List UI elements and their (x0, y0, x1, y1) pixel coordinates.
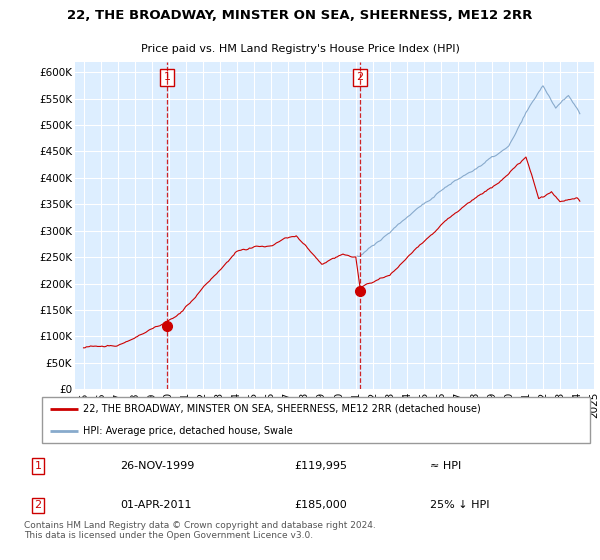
Text: 26-NOV-1999: 26-NOV-1999 (120, 461, 194, 471)
Text: 22, THE BROADWAY, MINSTER ON SEA, SHEERNESS, ME12 2RR: 22, THE BROADWAY, MINSTER ON SEA, SHEERN… (67, 9, 533, 22)
Text: 25% ↓ HPI: 25% ↓ HPI (430, 501, 490, 510)
Text: Contains HM Land Registry data © Crown copyright and database right 2024.
This d: Contains HM Land Registry data © Crown c… (24, 521, 376, 540)
Text: 2: 2 (35, 501, 41, 510)
Text: 1: 1 (35, 461, 41, 471)
Text: 2: 2 (356, 72, 364, 82)
Text: ≈ HPI: ≈ HPI (430, 461, 461, 471)
Text: £185,000: £185,000 (295, 501, 347, 510)
Text: £119,995: £119,995 (295, 461, 348, 471)
Text: 22, THE BROADWAY, MINSTER ON SEA, SHEERNESS, ME12 2RR (detached house): 22, THE BROADWAY, MINSTER ON SEA, SHEERN… (83, 404, 481, 414)
Text: 01-APR-2011: 01-APR-2011 (120, 501, 191, 510)
Text: 1: 1 (163, 72, 170, 82)
Text: HPI: Average price, detached house, Swale: HPI: Average price, detached house, Swal… (83, 426, 293, 436)
FancyBboxPatch shape (42, 397, 590, 443)
Text: Price paid vs. HM Land Registry's House Price Index (HPI): Price paid vs. HM Land Registry's House … (140, 44, 460, 54)
